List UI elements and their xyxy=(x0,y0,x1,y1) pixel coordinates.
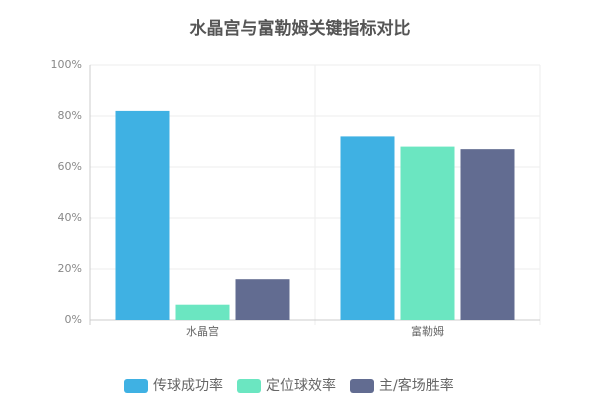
y-tick-label: 60% xyxy=(58,160,82,173)
x-tick-label: 水晶宫 xyxy=(186,324,219,338)
bar xyxy=(460,149,515,320)
y-tick-label: 0% xyxy=(65,313,82,326)
y-tick-label: 100% xyxy=(51,58,82,71)
legend-swatch xyxy=(237,379,261,393)
legend-swatch xyxy=(124,379,148,393)
bar xyxy=(175,304,230,320)
legend-label: 定位球效率 xyxy=(266,377,336,394)
y-tick-label: 80% xyxy=(58,109,82,122)
legend-swatch xyxy=(350,379,374,393)
y-tick-label: 20% xyxy=(58,262,82,275)
y-tick-label: 40% xyxy=(58,211,82,224)
bar xyxy=(340,136,395,320)
bar xyxy=(400,146,455,320)
bar xyxy=(115,110,170,321)
legend-label: 传球成功率 xyxy=(153,377,223,394)
bar xyxy=(235,279,290,320)
chart-title: 水晶宫与富勒姆关键指标对比 xyxy=(190,18,411,39)
x-tick-label: 富勒姆 xyxy=(411,324,444,338)
legend-label: 主/客场胜率 xyxy=(379,377,454,394)
